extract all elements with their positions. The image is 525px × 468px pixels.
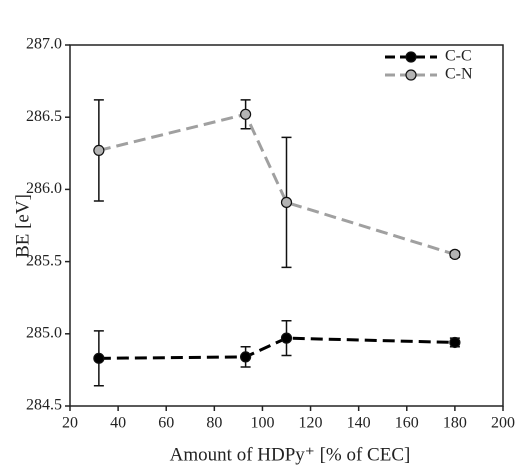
plot-frame [69,44,504,407]
x-tick-label: 100 [250,415,274,432]
y-tick-label: 286.0 [26,180,62,197]
legend-label: C-C [445,48,472,65]
y-tick-label: 285.5 [26,252,62,269]
data-point [240,108,252,120]
x-tick-label: 120 [299,415,323,432]
data-point [449,336,461,349]
series-line [98,112,456,256]
legend-marker [405,51,417,63]
y-tick-label: 286.5 [26,108,62,125]
y-tick-label: 284.5 [26,397,62,414]
x-tick-label: 200 [491,415,515,432]
legend-label: C-N [445,66,473,83]
y-tick-label: 285.0 [26,324,62,341]
data-point [240,351,252,363]
legend-marker [405,69,417,81]
x-tick-label: 40 [110,415,126,432]
x-tick-label: 140 [347,415,371,432]
x-axis-label: Amount of HDPy⁺ [% of CEC] [170,444,411,465]
x-tick-label: 160 [395,415,419,432]
data-point [280,332,293,344]
x-tick-label: 60 [158,415,174,432]
y-axis-label: BE [eV] [12,194,33,258]
y-tick-label: 287.0 [26,36,62,53]
data-point [93,144,105,157]
x-tick-label: 20 [62,415,78,432]
series-line [98,336,455,360]
data-point [280,196,293,208]
x-tick-label: 80 [206,415,222,432]
x-tick-label: 180 [443,415,467,432]
data-point [93,352,105,364]
data-point [449,248,461,260]
